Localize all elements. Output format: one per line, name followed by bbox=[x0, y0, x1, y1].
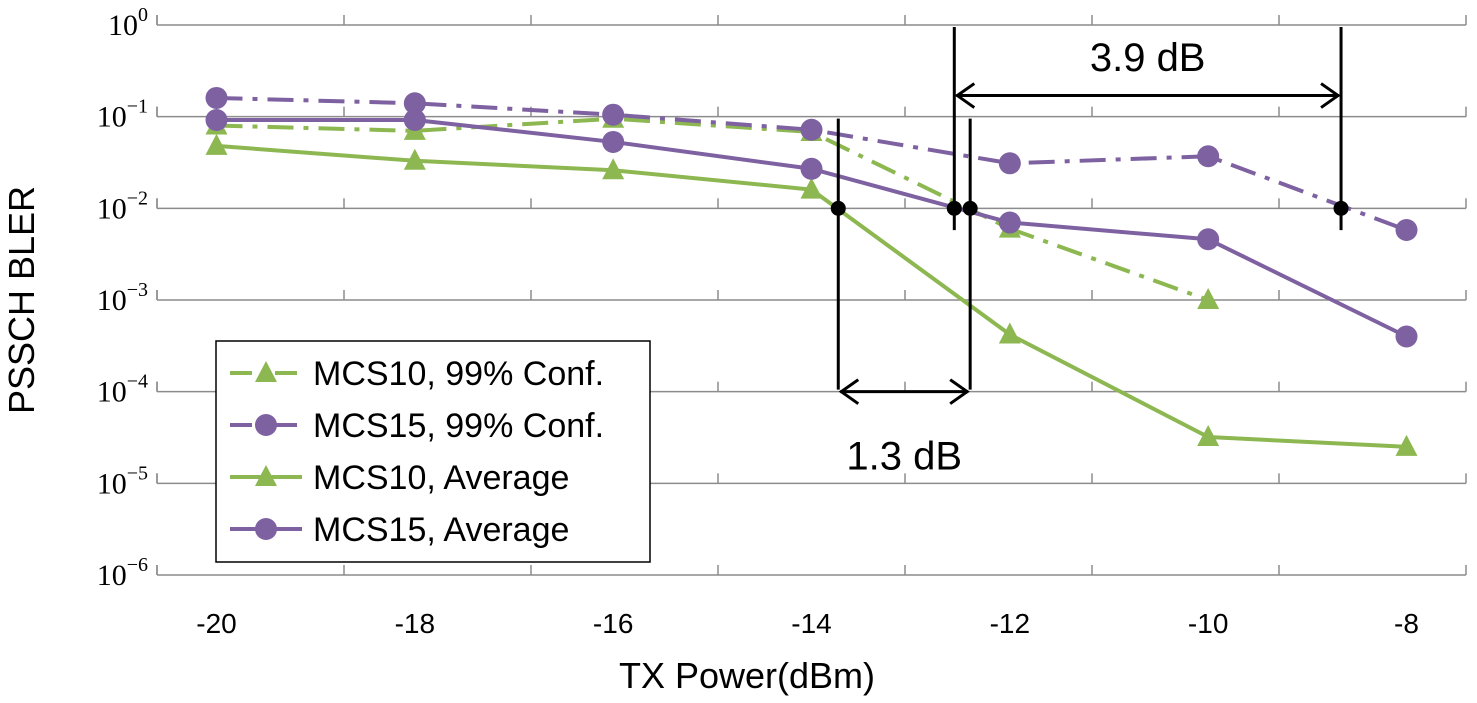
x-tick-label: -16 bbox=[593, 608, 633, 639]
annotation-arrowhead bbox=[838, 378, 860, 405]
data-point-circle bbox=[1395, 219, 1418, 242]
y-tick-label: 10−5 bbox=[97, 462, 148, 500]
series-mcs15-99-conf- bbox=[205, 86, 1418, 242]
data-point-triangle bbox=[1197, 288, 1220, 309]
axis-layer: 100 10−1 10−2 10−3 10−4 10−5 10−6 -20 -18 -16 -14 -… bbox=[97, 4, 1419, 639]
annotation-arrowhead bbox=[1320, 82, 1341, 109]
legend-entry: MCS10, 99% Conf. bbox=[230, 355, 604, 393]
data-point-triangle bbox=[255, 465, 277, 486]
series-layer bbox=[205, 86, 1418, 456]
x-tick-label: -20 bbox=[196, 608, 236, 639]
y-tick-label: 10−3 bbox=[97, 279, 148, 317]
series-line bbox=[216, 117, 1408, 339]
data-point-circle bbox=[602, 130, 625, 153]
y-tick-label: 10−6 bbox=[97, 554, 148, 592]
data-point-circle bbox=[1197, 228, 1220, 251]
series-mcs10-average bbox=[205, 133, 1418, 456]
data-point-circle bbox=[403, 92, 426, 115]
data-point-circle bbox=[403, 108, 426, 131]
annotation-arrowhead bbox=[949, 378, 970, 405]
data-point-circle bbox=[800, 157, 823, 180]
annotation-label: 1.3 dB bbox=[846, 435, 962, 479]
x-tick-label: -14 bbox=[791, 608, 831, 639]
legend-label: MCS15, 99% Conf. bbox=[313, 407, 604, 445]
data-point-triangle bbox=[403, 148, 426, 170]
series-mcs15-average bbox=[205, 108, 1418, 348]
legend-label: MCS15, Average bbox=[313, 511, 569, 549]
annotation-arrowhead bbox=[954, 82, 976, 109]
y-tick-label: 100 bbox=[108, 4, 148, 42]
data-point-circle bbox=[602, 103, 625, 126]
legend-label: MCS10, Average bbox=[313, 459, 569, 497]
x-tick-label: -8 bbox=[1394, 608, 1419, 639]
annotation-layer: 1.3 dB 3.9 dB bbox=[830, 27, 1349, 479]
data-point-circle bbox=[998, 152, 1021, 175]
y-tick-label: 10−4 bbox=[97, 371, 148, 409]
data-point-triangle bbox=[1395, 434, 1418, 456]
legend-entry: MCS15, Average bbox=[230, 511, 569, 549]
reference-point bbox=[830, 200, 846, 216]
data-point-circle bbox=[205, 108, 228, 131]
legend-box bbox=[215, 340, 651, 563]
y-axis-title: PSSCH BLER bbox=[1, 186, 42, 414]
legend-label: MCS10, 99% Conf. bbox=[313, 355, 604, 393]
legend: MCS10, 99% Conf. MCS15, 99% Conf. MCS10, A… bbox=[215, 340, 651, 563]
annotation-label: 3.9 dB bbox=[1090, 36, 1206, 80]
reference-point bbox=[1333, 200, 1349, 216]
reference-point bbox=[962, 200, 978, 216]
data-point-circle bbox=[998, 211, 1021, 234]
legend-entry: MCS10, Average bbox=[230, 459, 569, 497]
data-point-circle bbox=[800, 118, 823, 141]
y-tick-label: 10−1 bbox=[97, 96, 148, 134]
data-point-triangle bbox=[998, 322, 1021, 344]
series-line bbox=[216, 116, 1209, 302]
data-point-circle bbox=[1395, 325, 1418, 348]
y-tick-label: 10−2 bbox=[97, 187, 148, 225]
data-point-circle bbox=[255, 414, 277, 436]
data-point-triangle bbox=[602, 158, 625, 180]
legend-entry: MCS15, 99% Conf. bbox=[230, 407, 604, 445]
x-axis-title: TX Power(dBm) bbox=[619, 655, 875, 696]
data-point-circle bbox=[205, 86, 228, 109]
reference-point bbox=[946, 200, 962, 216]
x-tick-label: -12 bbox=[990, 608, 1030, 639]
x-tick-label: -18 bbox=[395, 608, 435, 639]
data-point-triangle bbox=[205, 133, 228, 155]
x-tick-label: -10 bbox=[1188, 608, 1228, 639]
data-point-triangle bbox=[1197, 425, 1220, 447]
data-point-triangle bbox=[800, 177, 823, 199]
data-point-circle bbox=[1197, 145, 1220, 168]
data-point-circle bbox=[255, 518, 277, 540]
data-point-triangle bbox=[255, 361, 277, 382]
